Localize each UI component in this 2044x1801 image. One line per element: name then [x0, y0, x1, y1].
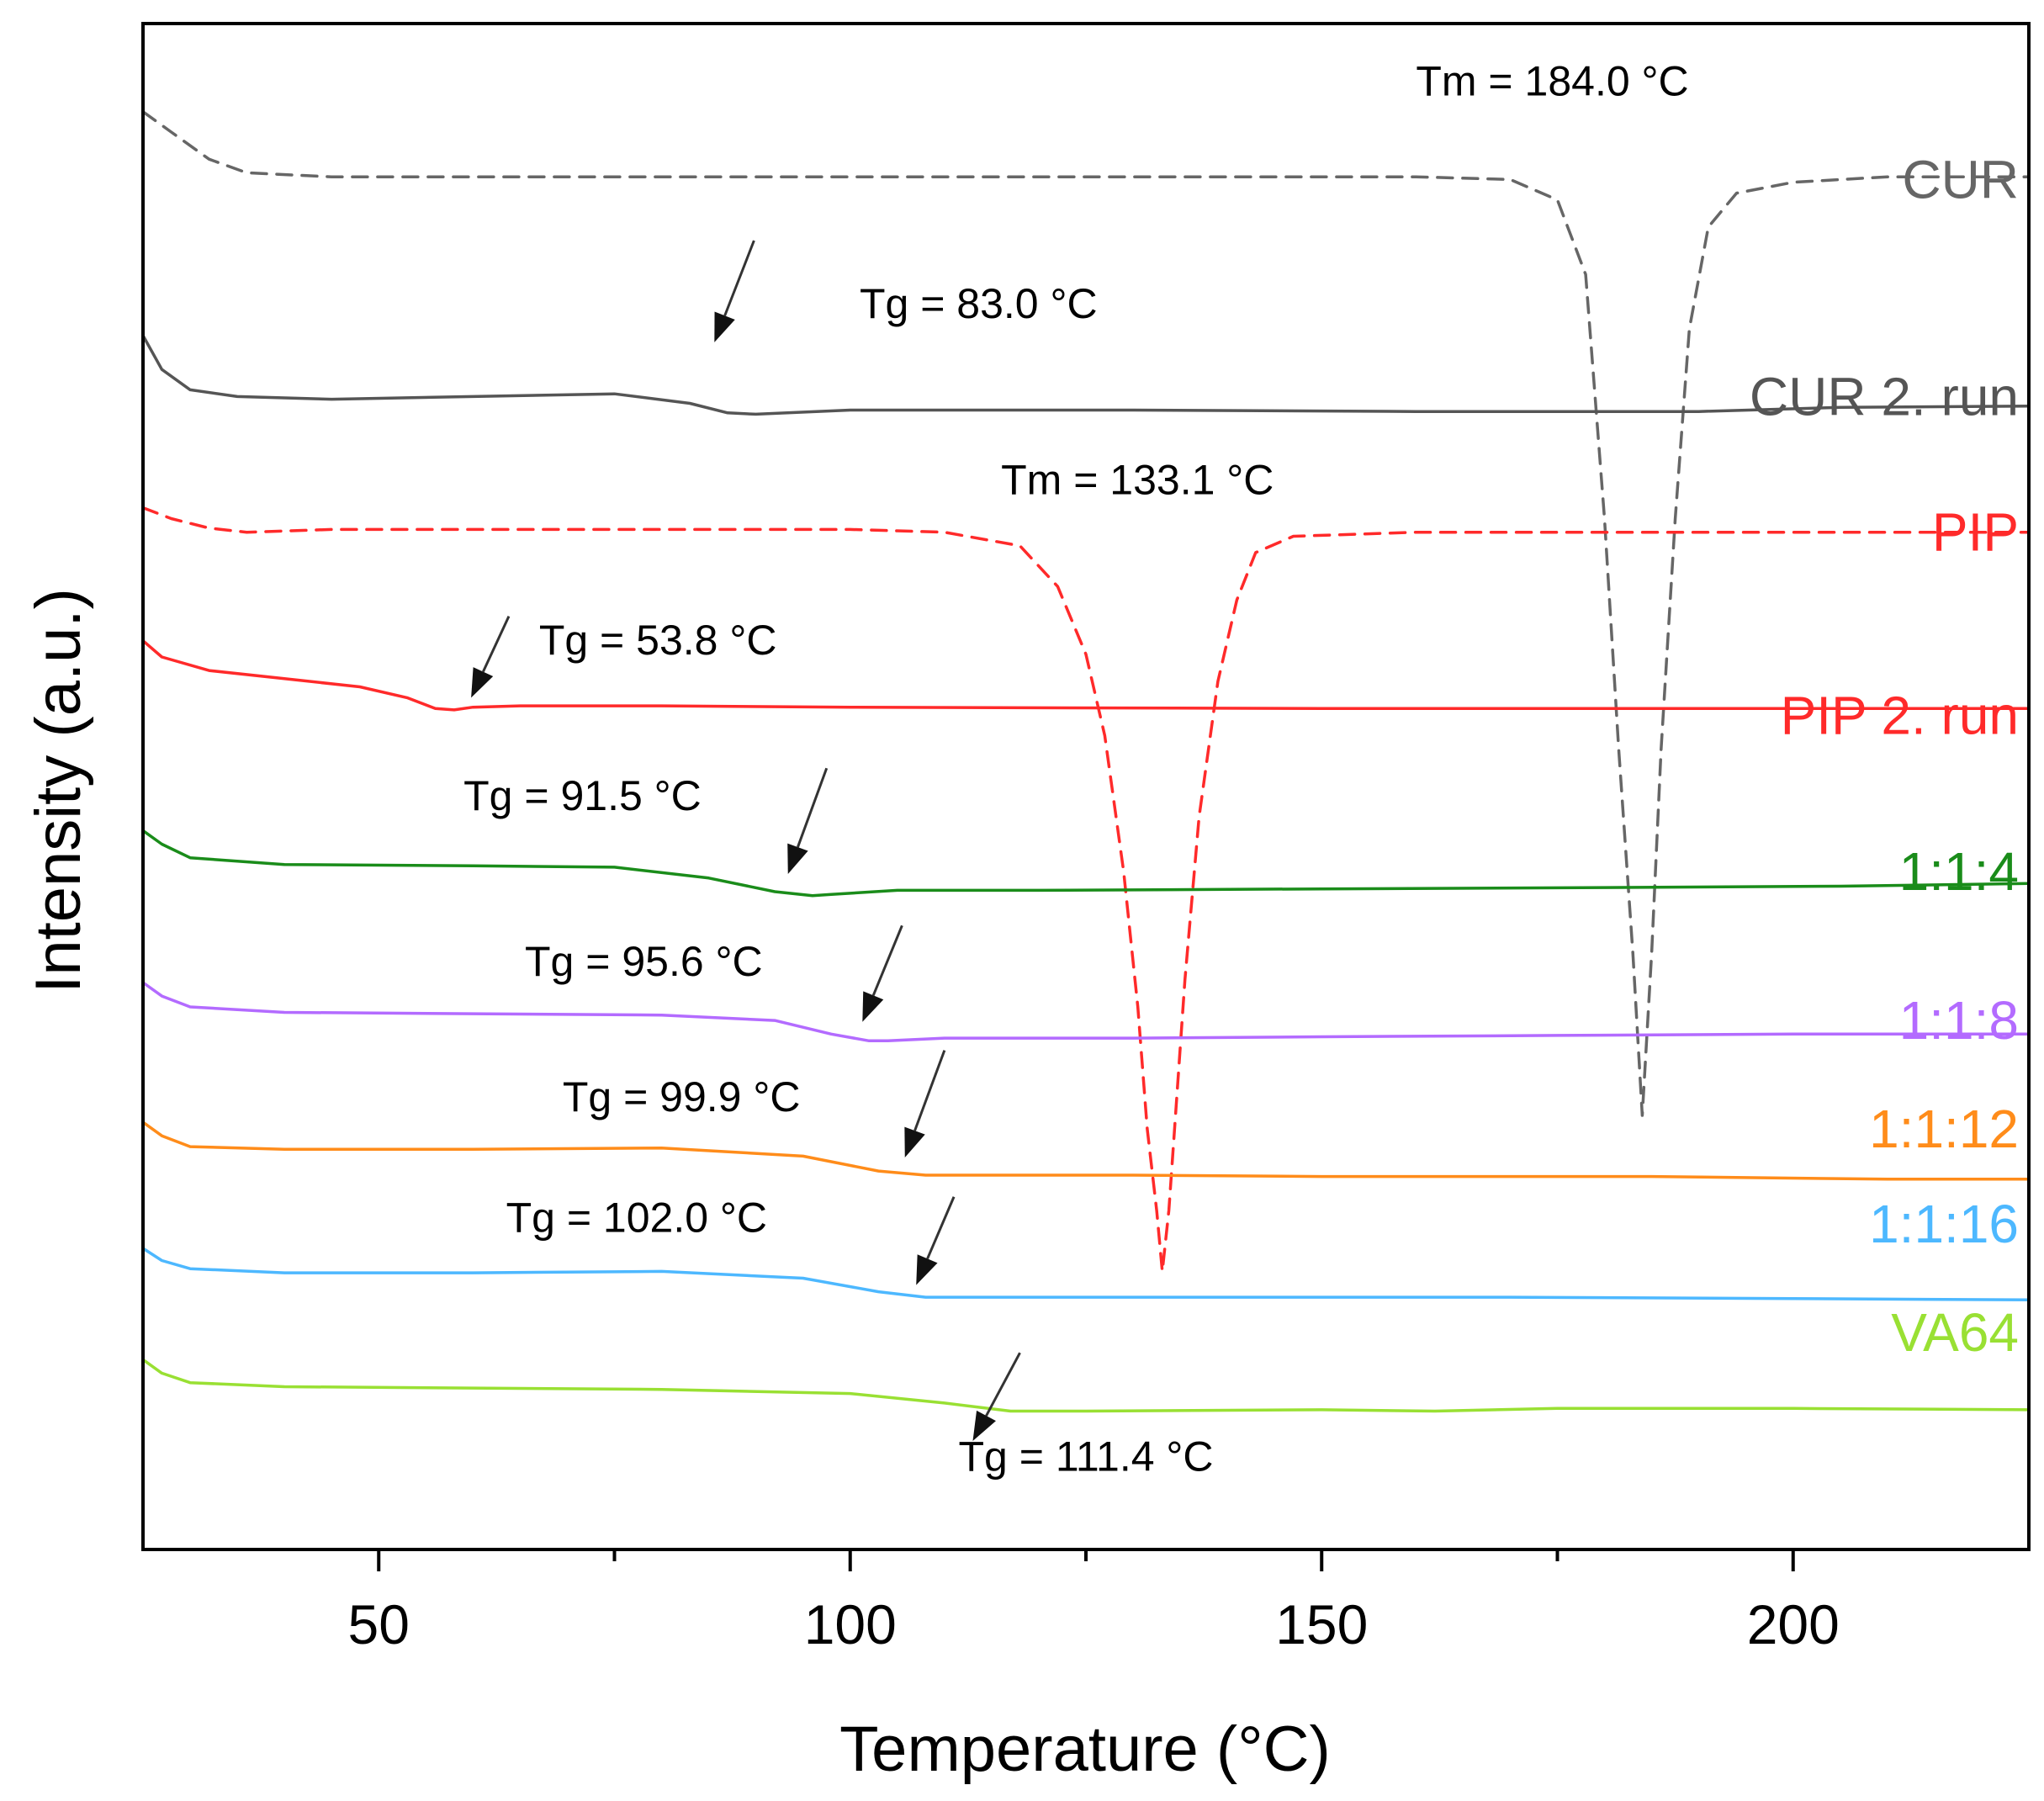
annotation-label: Tm = 133.1 °C — [1001, 457, 1274, 504]
arrow-shaft — [797, 767, 829, 848]
series-label: PIP 2. run — [1781, 685, 2019, 745]
series-line-cur-2-run — [141, 334, 2031, 416]
series-label: 1:1:4 — [1899, 841, 2019, 902]
series-line-pip-2-run — [141, 638, 2031, 712]
series-label: VA64 — [1891, 1302, 2019, 1363]
series-line-va64 — [141, 1358, 2031, 1413]
arrow-shaft — [926, 1196, 956, 1259]
series-line-1-1-8 — [141, 981, 2031, 1043]
annotation-label: Tg = 95.6 °C — [525, 938, 763, 985]
y-axis-title: Intensity (a.u.) — [23, 588, 94, 993]
arrow-head — [787, 843, 808, 875]
annotation-label: Tg = 102.0 °C — [506, 1194, 767, 1242]
x-tick-label: 50 — [348, 1593, 410, 1655]
series-line-cur — [141, 110, 2031, 1117]
series-label: CUR 2. run — [1750, 366, 2019, 426]
arrow-head — [972, 1410, 996, 1442]
annotation-label: Tg = 111.4 °C — [958, 1433, 1213, 1480]
arrow-head — [904, 1126, 925, 1158]
series-line-pip — [141, 506, 2031, 1274]
series-line-1-1-4 — [141, 829, 2031, 898]
series-label: 1:1:12 — [1869, 1099, 2019, 1159]
arrow-head — [471, 667, 494, 698]
arrow-shaft — [985, 1352, 1021, 1417]
arrow-head — [714, 311, 735, 342]
annotation-label: Tg = 83.0 °C — [860, 280, 1098, 327]
series-layer: CUR CUR 2. run PIP PIP 2. run 1:1:4 1:1:8 1:1:… — [141, 110, 2031, 1413]
annotation-label: Tg = 53.8 °C — [539, 617, 777, 664]
annotation-label: Tg = 91.5 °C — [463, 772, 702, 819]
arrow-shaft — [482, 616, 511, 673]
annotation-label: Tg = 99.9 °C — [563, 1073, 801, 1120]
series-label: PIP — [1932, 502, 2019, 563]
arrow-shaft — [723, 240, 755, 316]
arrow-head — [862, 991, 884, 1022]
x-tick-label: 100 — [804, 1593, 897, 1655]
arrow-head — [916, 1254, 938, 1285]
series-label: 1:1:16 — [1869, 1194, 2019, 1254]
series-label: 1:1:8 — [1899, 990, 2019, 1051]
series-line-1-1-16 — [141, 1247, 2031, 1302]
x-axis-title: Temperature (°C) — [839, 1714, 1331, 1785]
arrow-shaft — [913, 1050, 946, 1131]
axis-layer: 50 100 150 200 — [141, 22, 2031, 1655]
series-label: CUR — [1902, 149, 2019, 209]
x-tick-label: 200 — [1747, 1593, 1840, 1655]
annotation-layer: Tm = 184.0 °C Tg = 83.0 °C Tm = 133.1 °C Tg… — [463, 57, 1689, 1480]
x-tick-label: 150 — [1275, 1593, 1368, 1655]
annotation-label: Tm = 184.0 °C — [1416, 57, 1688, 104]
arrow-shaft — [871, 924, 903, 996]
series-line-1-1-12 — [141, 1120, 2031, 1181]
